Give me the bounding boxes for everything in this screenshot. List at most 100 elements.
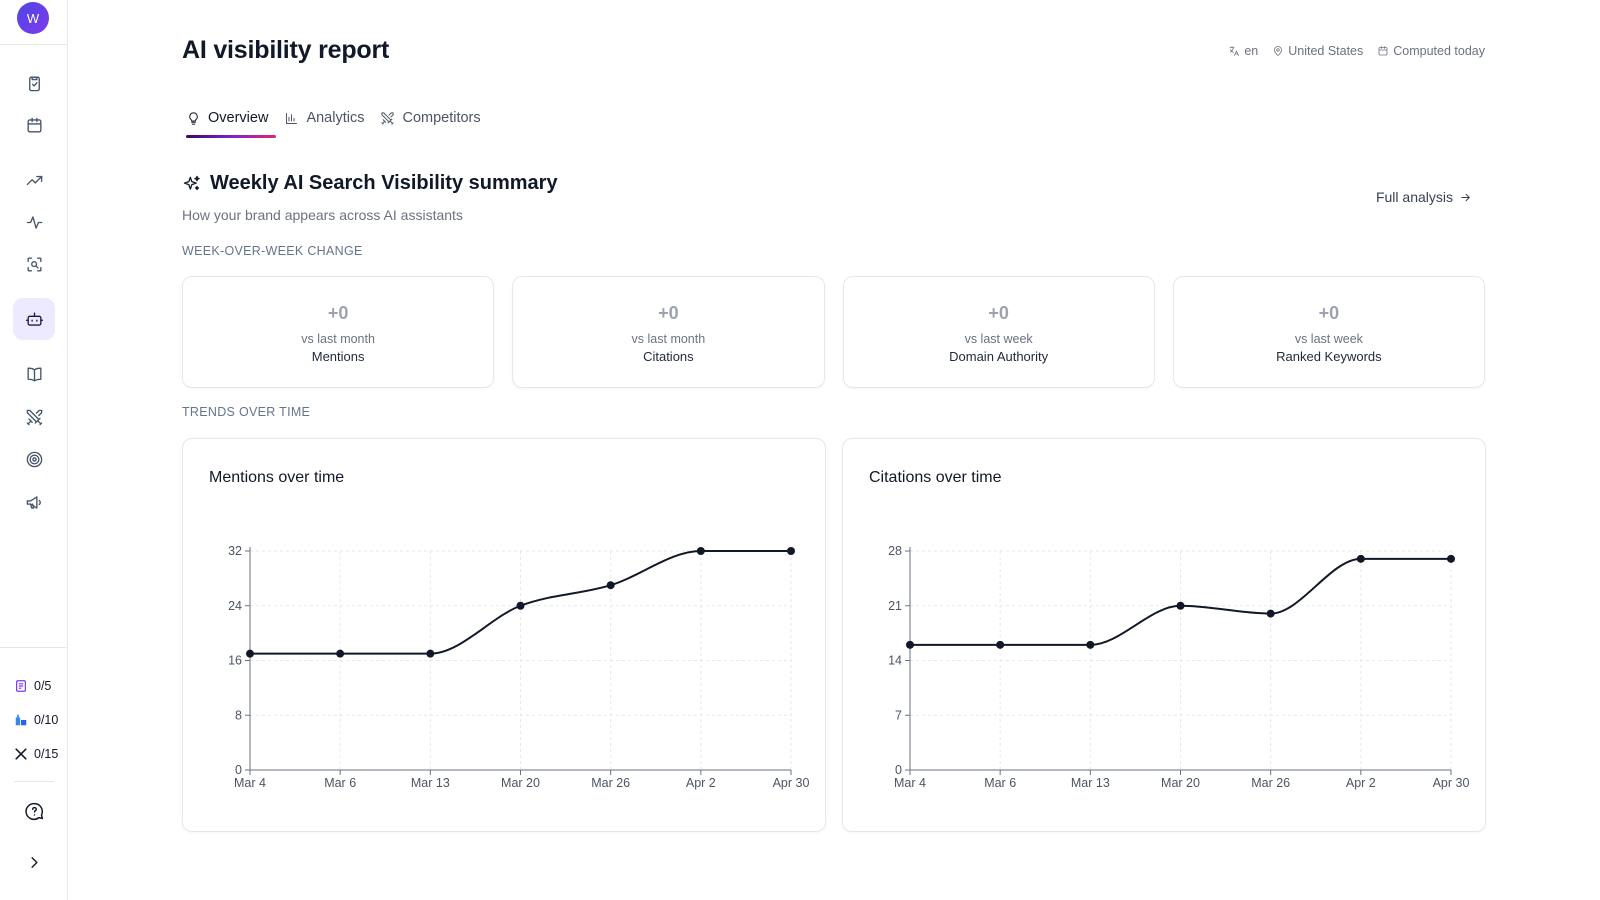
trends-label: TRENDS OVER TIME <box>182 405 311 419</box>
x-tick-label: Mar 13 <box>1071 776 1110 790</box>
help-button[interactable] <box>13 790 55 832</box>
swords-icon <box>26 409 42 425</box>
sidebar-divider <box>14 781 54 782</box>
metric-value: +0 <box>988 303 1009 323</box>
location-value: United States <box>1288 44 1364 58</box>
data-point[interactable] <box>996 640 1005 649</box>
report-tabs: Overview Analytics Competitors <box>186 110 481 138</box>
arrow-right-icon <box>1461 193 1470 201</box>
sparkles-icon <box>183 175 200 190</box>
sidebar-item-calendar[interactable] <box>13 104 55 146</box>
data-point[interactable] <box>516 601 525 610</box>
data-point[interactable] <box>1086 640 1095 649</box>
sidebar-item-scan[interactable] <box>13 243 55 285</box>
megaphone-icon <box>26 495 41 509</box>
sidebar-divider <box>0 647 67 648</box>
data-point[interactable] <box>1176 601 1185 610</box>
metric-label: Ranked Keywords <box>1276 349 1382 364</box>
metric-value: +0 <box>327 303 349 323</box>
sidebar-item-trends[interactable] <box>13 159 55 201</box>
data-point[interactable] <box>696 547 705 555</box>
full-analysis-link[interactable]: Full analysis <box>1376 189 1472 205</box>
sidebar-item-campaigns[interactable] <box>13 481 55 523</box>
data-point[interactable] <box>787 547 795 555</box>
x-tick-label: Apr 30 <box>773 776 810 790</box>
x-tick-label: Mar 26 <box>1251 776 1290 790</box>
data-point[interactable] <box>426 649 435 658</box>
data-point[interactable] <box>606 581 615 590</box>
y-tick-label: 24 <box>228 599 242 613</box>
x-tick-label: Apr 30 <box>1433 776 1470 790</box>
metric-label: Citations <box>643 349 694 364</box>
language-indicator: en <box>1228 44 1258 58</box>
tab-competitors[interactable]: Competitors <box>380 110 481 138</box>
sidebar-item-competitors[interactable] <box>13 396 55 438</box>
data-point[interactable] <box>1356 554 1365 563</box>
expand-sidebar-button[interactable] <box>13 841 55 883</box>
computed-indicator: Computed today <box>1377 44 1485 58</box>
lightbulb-icon <box>189 111 198 125</box>
location-indicator: United States <box>1272 44 1363 58</box>
calendar-icon <box>1378 46 1388 56</box>
x-tick-label: Mar 6 <box>984 776 1016 790</box>
chart-title: Citations over time <box>869 469 1002 486</box>
data-point[interactable] <box>906 640 914 649</box>
x-tick-label: Mar 4 <box>234 776 266 790</box>
x-tick-label: Mar 20 <box>1161 776 1200 790</box>
week-change-label: WEEK-OVER-WEEK CHANGE <box>182 244 363 258</box>
y-tick-label: 7 <box>895 708 902 722</box>
user-avatar[interactable]: W <box>17 2 49 34</box>
metric-card-domain-authority: +0 vs last week Domain Authority <box>842 276 1155 388</box>
metric-card-mentions: +0 vs last month Mentions <box>182 276 495 388</box>
x-tick-label: Apr 2 <box>1346 776 1376 790</box>
tab-overview-label: Overview <box>208 110 269 126</box>
article-icon <box>16 680 26 692</box>
language-value: en <box>1244 44 1259 58</box>
sidebar-divider <box>0 44 67 45</box>
tab-competitors-label: Competitors <box>402 110 481 126</box>
sidebar-item-library[interactable] <box>13 353 55 395</box>
y-tick-label: 14 <box>888 654 902 668</box>
quota-buildings-value: 0/10 <box>34 713 59 727</box>
summary-title: Weekly AI Search Visibility summary <box>210 172 558 194</box>
activity-icon <box>26 215 42 229</box>
quota-articles: 0/5 <box>14 679 51 693</box>
data-point[interactable] <box>1266 609 1275 618</box>
metric-period: vs last month <box>631 332 706 346</box>
y-tick-label: 0 <box>235 763 242 777</box>
metric-period: vs last month <box>301 332 375 346</box>
page-title: AI visibility report <box>182 36 390 64</box>
data-point[interactable] <box>336 649 345 658</box>
full-analysis-label: Full analysis <box>1375 189 1453 205</box>
tab-overview[interactable]: Overview <box>186 110 277 138</box>
clipboard-check-icon <box>28 75 40 91</box>
metric-period: vs last week <box>964 332 1033 346</box>
tab-analytics[interactable]: Analytics <box>284 110 364 138</box>
summary-subtitle: How your brand appears across AI assista… <box>182 207 463 223</box>
y-tick-label: 16 <box>228 654 242 668</box>
data-point[interactable] <box>246 649 254 658</box>
metric-value: +0 <box>1318 303 1340 323</box>
quota-articles-value: 0/5 <box>34 679 52 693</box>
x-tick-label: Apr 2 <box>686 776 716 790</box>
data-point[interactable] <box>1447 554 1455 563</box>
citations-line-chart: 0 7 14 21 28 Mar 4 Mar 6 Mar 13 Mar 20 Mar 26 Apr … <box>888 544 1470 790</box>
sidebar-item-ai-visibility[interactable] <box>13 298 55 340</box>
metric-label: Mentions <box>311 349 365 364</box>
y-tick-label: 21 <box>888 599 902 613</box>
mentions-chart-card: Mentions over time 0 8 16 24 32 Mar 4 Mar 6 Mar… <box>182 438 826 832</box>
sidebar-item-activity[interactable] <box>13 201 55 243</box>
map-pin-icon <box>1274 46 1283 56</box>
x-logo-icon <box>15 748 27 760</box>
mentions-line-chart: 0 8 16 24 32 Mar 4 Mar 6 Mar 13 Mar 20 Mar 26 Apr … <box>228 544 810 790</box>
scan-search-icon <box>26 256 42 272</box>
help-circle-icon <box>24 802 43 820</box>
metric-label: Domain Authority <box>949 349 1049 364</box>
chart-title: Mentions over time <box>209 469 345 486</box>
sidebar-item-tasks[interactable] <box>13 62 55 104</box>
tab-analytics-label: Analytics <box>306 110 365 126</box>
x-tick-label: Mar 6 <box>324 776 356 790</box>
metric-period: vs last week <box>1294 332 1363 346</box>
sidebar-item-targets[interactable] <box>13 438 55 480</box>
y-tick-label: 0 <box>895 763 902 777</box>
